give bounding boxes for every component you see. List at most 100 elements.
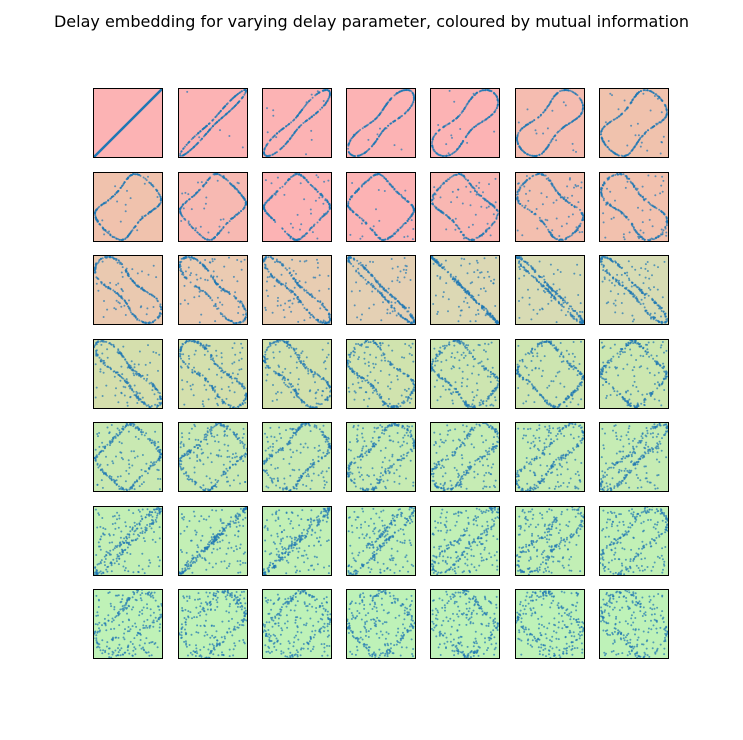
scatter-point	[184, 191, 187, 194]
scatter-point	[288, 272, 291, 275]
scatter-point	[486, 222, 489, 225]
scatter-point	[208, 122, 211, 125]
scatter-point	[268, 198, 271, 201]
scatter-point	[564, 296, 567, 299]
scatter-point	[535, 132, 538, 135]
scatter-point	[380, 319, 383, 322]
scatter-point	[469, 282, 472, 285]
panel-frame	[599, 172, 669, 242]
scatter-point	[147, 212, 150, 215]
scatter-point	[298, 173, 301, 176]
scatter-points	[599, 172, 669, 242]
scatter-point	[660, 184, 663, 187]
scatter-point	[565, 236, 568, 239]
scatter-point	[651, 205, 654, 208]
scatter-point	[537, 116, 540, 119]
scatter-point	[395, 314, 398, 317]
scatter-point	[96, 262, 99, 265]
scatter-point	[393, 232, 396, 235]
panel-7	[599, 88, 669, 158]
scatter-point	[579, 315, 582, 318]
scatter-point	[563, 89, 566, 92]
scatter-point	[309, 228, 311, 231]
scatter-point	[662, 179, 665, 182]
scatter-point	[641, 209, 644, 212]
scatter-point	[298, 126, 301, 128]
scatter-point	[664, 226, 667, 229]
scatter-points	[347, 255, 416, 325]
scatter-point	[109, 233, 112, 236]
scatter-point	[225, 113, 227, 116]
scatter-point	[319, 193, 322, 195]
scatter-point	[112, 289, 115, 292]
scatter-point	[358, 187, 360, 190]
scatter-point	[393, 94, 396, 97]
scatter-point	[156, 196, 159, 198]
scatter-point	[468, 306, 471, 309]
scatter-point	[147, 175, 149, 178]
panel-9	[178, 172, 248, 242]
scatter-point	[363, 267, 366, 270]
scatter-point	[310, 226, 313, 229]
scatter-point	[188, 149, 191, 152]
scatter-point	[378, 135, 381, 138]
scatter-point	[370, 229, 373, 232]
panel-frame	[515, 88, 585, 158]
scatter-point	[528, 272, 531, 275]
scatter-point	[298, 238, 301, 241]
scatter-point	[658, 208, 661, 211]
scatter-point	[404, 264, 407, 267]
scatter-point	[267, 295, 269, 297]
scatter-point	[399, 270, 402, 273]
scatter-point	[558, 235, 561, 237]
scatter-point	[439, 186, 442, 189]
scatter-point	[405, 269, 408, 271]
scatter-point	[322, 304, 325, 307]
scatter-point	[579, 98, 582, 101]
scatter-point	[218, 112, 221, 114]
scatter-point	[299, 300, 302, 303]
scatter-point	[365, 264, 367, 267]
scatter-point	[290, 310, 293, 313]
scatter-point	[217, 119, 220, 122]
scatter-point	[403, 236, 406, 238]
scatter-point	[391, 294, 393, 297]
scatter-point	[412, 209, 415, 212]
scatter-point	[456, 225, 459, 228]
scatter-point	[267, 270, 270, 273]
scatter-point	[244, 204, 247, 207]
scatter-point	[600, 193, 603, 196]
scatter-point	[221, 288, 224, 291]
scatter-point	[448, 89, 451, 92]
scatter-point	[128, 233, 131, 236]
scatter-point	[575, 93, 578, 96]
scatter-point	[534, 269, 537, 272]
scatter-point	[232, 184, 235, 187]
scatter-point	[441, 266, 444, 269]
scatter-point	[401, 306, 404, 309]
scatter-point	[266, 131, 269, 134]
scatter-point	[310, 313, 313, 316]
scatter-point	[276, 176, 279, 179]
scatter-point	[351, 154, 354, 157]
scatter-point	[386, 308, 389, 311]
scatter-point	[124, 210, 127, 213]
scatter-point	[353, 155, 356, 157]
scatter-point	[642, 237, 645, 240]
scatter-points	[178, 172, 248, 241]
scatter-point	[644, 131, 647, 134]
scatter-point	[518, 255, 521, 258]
scatter-point	[131, 268, 134, 271]
scatter-point	[386, 312, 389, 315]
scatter-point	[305, 153, 307, 156]
panel-10	[262, 172, 332, 242]
scatter-point	[159, 306, 162, 309]
scatter-point	[493, 205, 496, 208]
scatter-point	[551, 98, 554, 101]
scatter-point	[187, 302, 190, 305]
scatter-point	[642, 92, 645, 95]
scatter-point	[386, 180, 389, 183]
scatter-point	[495, 95, 498, 98]
figure-title: Delay embedding for varying delay parame…	[53, 12, 690, 31]
scatter-point	[516, 196, 519, 198]
